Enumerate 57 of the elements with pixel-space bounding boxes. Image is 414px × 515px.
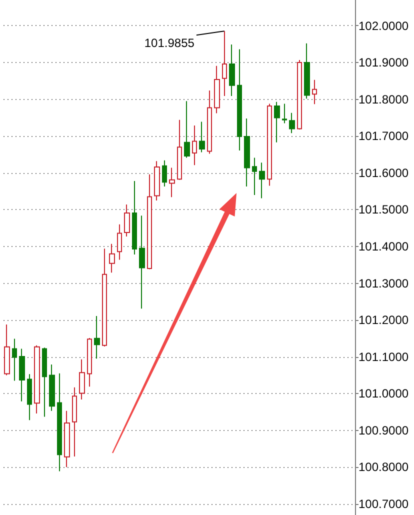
y-tick-label: 101.6000 xyxy=(358,166,409,180)
candlestick xyxy=(4,324,10,376)
candlestick xyxy=(244,118,250,188)
candlestick xyxy=(214,65,220,114)
candlestick xyxy=(192,124,197,166)
candlestick xyxy=(207,90,212,154)
annotation: 101.9855 xyxy=(144,36,195,50)
candlestick xyxy=(57,372,62,472)
candlestick xyxy=(282,103,287,124)
candlestick xyxy=(199,121,205,153)
y-tick-label: 101.1000 xyxy=(358,350,409,364)
y-tick-label: 100.8000 xyxy=(358,460,409,474)
candlestick xyxy=(79,358,85,400)
y-tick-label: 101.9000 xyxy=(358,56,409,70)
candlestick xyxy=(154,160,160,201)
y-tick-label: 101.2000 xyxy=(358,313,409,328)
candlestick xyxy=(237,48,242,151)
candlestick xyxy=(19,348,25,402)
candlestick xyxy=(102,248,107,348)
candlestick xyxy=(304,42,310,100)
candlestick xyxy=(267,103,272,186)
candlestick xyxy=(274,101,280,143)
y-tick-label: 100.9000 xyxy=(358,423,409,438)
candlestick xyxy=(94,315,100,360)
candlestick xyxy=(229,44,235,97)
candlestick xyxy=(49,364,55,412)
candlestick xyxy=(252,157,257,196)
candlestick xyxy=(162,160,167,188)
candlestick xyxy=(34,344,40,414)
y-tick-label: 102.0000 xyxy=(358,18,409,33)
candlestick xyxy=(177,119,182,180)
candlestick xyxy=(27,374,32,421)
candlestick xyxy=(12,338,17,382)
candlestick xyxy=(139,215,145,310)
y-tick-label: 101.7000 xyxy=(358,129,409,144)
candlestick xyxy=(117,224,122,260)
candlestick xyxy=(222,30,227,97)
candlestick xyxy=(109,243,115,274)
candlestick xyxy=(42,347,47,418)
candlestick xyxy=(147,174,152,270)
candlestick xyxy=(312,79,317,105)
candlestick xyxy=(124,204,130,238)
candlestick xyxy=(87,338,92,388)
candlestick xyxy=(259,162,265,199)
y-tick-label: 101.4000 xyxy=(358,239,409,254)
candlestick xyxy=(169,167,175,198)
y-tick-label: 101.5000 xyxy=(358,202,409,217)
candlestick xyxy=(132,180,137,256)
candlestick xyxy=(297,59,302,130)
candlestick xyxy=(64,410,70,468)
y-tick-label: 100.7000 xyxy=(358,496,409,511)
candlestick xyxy=(289,112,295,134)
y-tick-label: 101.3000 xyxy=(358,276,409,290)
y-tick-label: 101.8000 xyxy=(358,92,409,106)
candlestick xyxy=(72,386,77,458)
candlestick xyxy=(184,100,190,158)
y-tick-label: 101.0000 xyxy=(358,386,409,401)
